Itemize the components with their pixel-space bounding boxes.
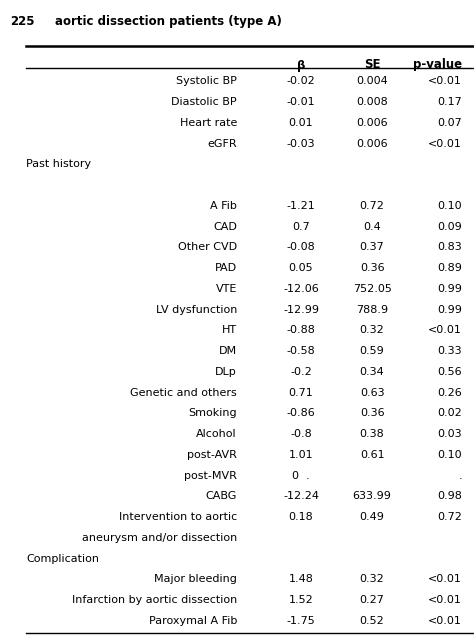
Text: HT: HT bbox=[222, 325, 237, 335]
Text: <0.01: <0.01 bbox=[428, 574, 462, 585]
Text: eGFR: eGFR bbox=[207, 139, 237, 149]
Text: 225: 225 bbox=[10, 15, 35, 27]
Text: CABG: CABG bbox=[206, 491, 237, 502]
Text: 0.004: 0.004 bbox=[356, 76, 388, 86]
Text: SE: SE bbox=[364, 58, 380, 70]
Text: 0.36: 0.36 bbox=[360, 408, 384, 419]
Text: -0.2: -0.2 bbox=[290, 367, 312, 377]
Text: A Fib: A Fib bbox=[210, 201, 237, 211]
Text: -0.58: -0.58 bbox=[287, 346, 315, 356]
Text: VTE: VTE bbox=[216, 284, 237, 294]
Text: Past history: Past history bbox=[26, 159, 91, 169]
Text: Systolic BP: Systolic BP bbox=[176, 76, 237, 86]
Text: 0.008: 0.008 bbox=[356, 97, 388, 107]
Text: -1.75: -1.75 bbox=[287, 616, 315, 626]
Text: 0.09: 0.09 bbox=[438, 222, 462, 231]
Text: 0.02: 0.02 bbox=[438, 408, 462, 419]
Text: aneurysm and/or dissection: aneurysm and/or dissection bbox=[82, 533, 237, 543]
Text: -0.08: -0.08 bbox=[287, 242, 315, 252]
Text: aortic dissection patients (type A): aortic dissection patients (type A) bbox=[55, 15, 282, 27]
Text: Infarction by aortic dissection: Infarction by aortic dissection bbox=[72, 595, 237, 605]
Text: -0.8: -0.8 bbox=[290, 429, 312, 439]
Text: 1.52: 1.52 bbox=[289, 595, 313, 605]
Text: 0.006: 0.006 bbox=[356, 139, 388, 149]
Text: 0.10: 0.10 bbox=[438, 450, 462, 460]
Text: 0.72: 0.72 bbox=[360, 201, 384, 211]
Text: -0.03: -0.03 bbox=[287, 139, 315, 149]
Text: 0.72: 0.72 bbox=[438, 512, 462, 522]
Text: -12.99: -12.99 bbox=[283, 305, 319, 314]
Text: 788.9: 788.9 bbox=[356, 305, 388, 314]
Text: 0.98: 0.98 bbox=[438, 491, 462, 502]
Text: CAD: CAD bbox=[213, 222, 237, 231]
Text: -1.21: -1.21 bbox=[287, 201, 315, 211]
Text: DM: DM bbox=[219, 346, 237, 356]
Text: 0.89: 0.89 bbox=[438, 263, 462, 273]
Text: 0.36: 0.36 bbox=[360, 263, 384, 273]
Text: 0.33: 0.33 bbox=[438, 346, 462, 356]
Text: <0.01: <0.01 bbox=[428, 76, 462, 86]
Text: 0.52: 0.52 bbox=[360, 616, 384, 626]
Text: 0.38: 0.38 bbox=[360, 429, 384, 439]
Text: 0.32: 0.32 bbox=[360, 325, 384, 335]
Text: 0.07: 0.07 bbox=[438, 118, 462, 128]
Text: 0.71: 0.71 bbox=[289, 388, 313, 397]
Text: Alcohol: Alcohol bbox=[196, 429, 237, 439]
Text: <0.01: <0.01 bbox=[428, 616, 462, 626]
Text: 0.006: 0.006 bbox=[356, 118, 388, 128]
Text: -0.86: -0.86 bbox=[287, 408, 315, 419]
Text: PAD: PAD bbox=[215, 263, 237, 273]
Text: Major bleeding: Major bleeding bbox=[154, 574, 237, 585]
Text: post-MVR: post-MVR bbox=[184, 471, 237, 481]
Text: <0.01: <0.01 bbox=[428, 325, 462, 335]
Text: 0.4: 0.4 bbox=[363, 222, 381, 231]
Text: .: . bbox=[458, 471, 462, 481]
Text: Smoking: Smoking bbox=[188, 408, 237, 419]
Text: 0.83: 0.83 bbox=[438, 242, 462, 252]
Text: 0.05: 0.05 bbox=[289, 263, 313, 273]
Text: 0.61: 0.61 bbox=[360, 450, 384, 460]
Text: 0.17: 0.17 bbox=[438, 97, 462, 107]
Text: 0.59: 0.59 bbox=[360, 346, 384, 356]
Text: 0.49: 0.49 bbox=[360, 512, 384, 522]
Text: <0.01: <0.01 bbox=[428, 595, 462, 605]
Text: Paroxymal A Fib: Paroxymal A Fib bbox=[149, 616, 237, 626]
Text: 0.01: 0.01 bbox=[289, 118, 313, 128]
Text: post-AVR: post-AVR bbox=[187, 450, 237, 460]
Text: DLp: DLp bbox=[215, 367, 237, 377]
Text: 1.01: 1.01 bbox=[289, 450, 313, 460]
Text: 0.37: 0.37 bbox=[360, 242, 384, 252]
Text: 0.10: 0.10 bbox=[438, 201, 462, 211]
Text: <0.01: <0.01 bbox=[428, 139, 462, 149]
Text: Diastolic BP: Diastolic BP bbox=[172, 97, 237, 107]
Text: 0.03: 0.03 bbox=[438, 429, 462, 439]
Text: $\bf{\beta}$: $\bf{\beta}$ bbox=[296, 58, 306, 73]
Text: -0.01: -0.01 bbox=[287, 97, 315, 107]
Text: 0.18: 0.18 bbox=[289, 512, 313, 522]
Text: 0  .: 0 . bbox=[292, 471, 310, 481]
Text: -12.24: -12.24 bbox=[283, 491, 319, 502]
Text: Heart rate: Heart rate bbox=[180, 118, 237, 128]
Text: 0.34: 0.34 bbox=[360, 367, 384, 377]
Text: -0.88: -0.88 bbox=[287, 325, 315, 335]
Text: 0.99: 0.99 bbox=[438, 305, 462, 314]
Text: 1.48: 1.48 bbox=[289, 574, 313, 585]
Text: Complication: Complication bbox=[26, 553, 99, 564]
Text: 752.05: 752.05 bbox=[353, 284, 392, 294]
Text: LV dysfunction: LV dysfunction bbox=[155, 305, 237, 314]
Text: 633.99: 633.99 bbox=[353, 491, 392, 502]
Text: -12.06: -12.06 bbox=[283, 284, 319, 294]
Text: p-value: p-value bbox=[413, 58, 462, 70]
Text: 0.26: 0.26 bbox=[438, 388, 462, 397]
Text: Genetic and others: Genetic and others bbox=[130, 388, 237, 397]
Text: 0.63: 0.63 bbox=[360, 388, 384, 397]
Text: 0.7: 0.7 bbox=[292, 222, 310, 231]
Text: 0.99: 0.99 bbox=[438, 284, 462, 294]
Text: 0.27: 0.27 bbox=[360, 595, 384, 605]
Text: 0.32: 0.32 bbox=[360, 574, 384, 585]
Text: Intervention to aortic: Intervention to aortic bbox=[119, 512, 237, 522]
Text: -0.02: -0.02 bbox=[287, 76, 315, 86]
Text: 0.56: 0.56 bbox=[438, 367, 462, 377]
Text: Other CVD: Other CVD bbox=[178, 242, 237, 252]
